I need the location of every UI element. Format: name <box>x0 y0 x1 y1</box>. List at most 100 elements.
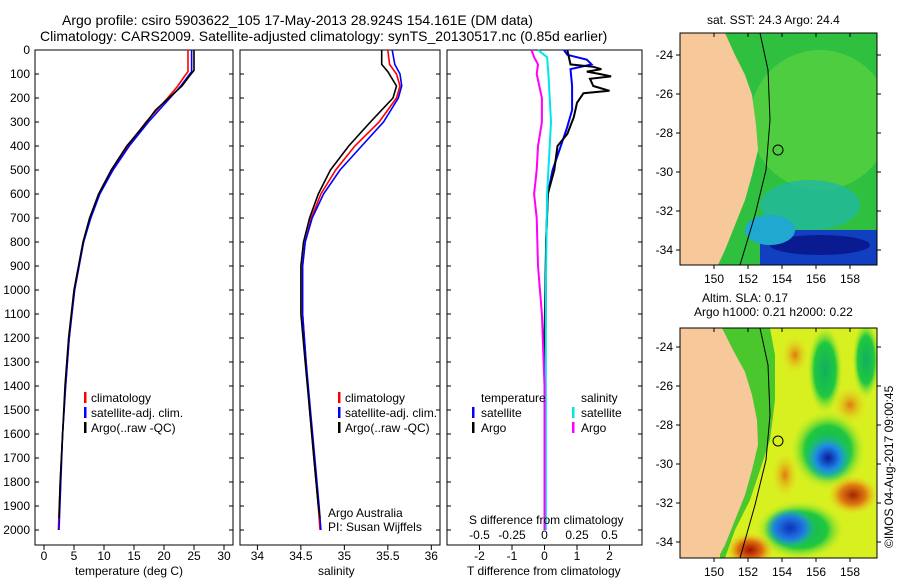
depth-tick-label: 1400 <box>3 379 30 393</box>
depth-tick-label: 1600 <box>3 427 30 441</box>
legend-heading-salinity: salinity <box>581 391 618 405</box>
legend-swatch-t-argo <box>472 422 475 433</box>
temperature-xlabel: temperature (deg C) <box>75 564 183 578</box>
figure-title-line2: Climatology: CARS2009. Satellite-adjuste… <box>40 28 608 44</box>
argo-position-marker <box>772 144 784 156</box>
map-lat-label: -28 <box>656 126 674 140</box>
map-lat-label: -26 <box>656 87 674 101</box>
difference-legend: temperature salinity satellite Argo sate… <box>472 391 622 435</box>
x-tick-label: 5 <box>71 549 78 563</box>
map-lon-label: 150 <box>704 565 724 579</box>
depth-tick-label: 1100 <box>4 307 30 321</box>
x2-tick-label: 0.25 <box>565 528 589 542</box>
x-tick-label: 34.5 <box>289 549 313 563</box>
legend-heading-temperature: temperature <box>481 391 546 405</box>
map-lon-label: 158 <box>840 272 860 286</box>
legend-swatch-satellite <box>84 407 87 418</box>
legend-label: Argo(..raw -QC) <box>345 421 430 435</box>
map-lon-label: 152 <box>738 565 758 579</box>
x-tick-label: 36 <box>425 549 439 563</box>
sla-map <box>680 328 877 558</box>
map-lat-label: -30 <box>656 457 674 471</box>
map-lat-label: -32 <box>656 496 674 510</box>
map-lat-label: -32 <box>656 204 674 218</box>
map-lon-label: 154 <box>772 272 792 286</box>
map-lon-label: 158 <box>840 565 860 579</box>
map-lat-label: -28 <box>656 418 674 432</box>
legend-swatch-s-argo <box>572 422 575 433</box>
profile-line-satellite-adj-clim <box>301 49 403 531</box>
legend-label: satellite <box>581 406 622 420</box>
annotation-line2: PI: Susan Wijffels <box>328 520 422 534</box>
profile-line-argo-raw-qc <box>58 50 195 519</box>
isobath <box>739 328 771 558</box>
x-tick-label: -2 <box>474 549 485 563</box>
depth-tick-label: 0 <box>23 43 30 57</box>
depth-tick-label: 500 <box>10 163 30 177</box>
x-tick-label: 0 <box>541 549 548 563</box>
difference-x2label: S difference from climatology <box>469 513 624 527</box>
difference-xlabel: T difference from climatology <box>467 564 621 578</box>
legend-swatch-s-satellite <box>572 407 575 418</box>
legend-label: satellite-adj. clim. <box>345 406 437 420</box>
map-lon-label: 156 <box>806 272 826 286</box>
temperature-legend: climatology satellite-adj. clim. Argo(..… <box>84 391 183 435</box>
map-lat-label: -26 <box>656 379 674 393</box>
profile-line-climatology <box>301 49 401 531</box>
depth-tick-label: 1000 <box>3 283 30 297</box>
profile-line-t-argo <box>543 49 612 531</box>
map-lat-label: -24 <box>656 48 674 62</box>
x-tick-label: 30 <box>217 549 231 563</box>
depth-tick-label: 600 <box>10 187 30 201</box>
sst-map-title: sat. SST: 24.3 Argo: 24.4 <box>707 13 840 27</box>
legend-label: satellite <box>481 406 522 420</box>
isobath <box>739 33 771 265</box>
annotation-line1: Argo Australia <box>328 506 403 520</box>
depth-tick-label: 900 <box>10 259 30 273</box>
figure-title-line1: Argo profile: csiro 5903622_105 17-May-2… <box>62 12 533 28</box>
legend-label: Argo <box>481 421 507 435</box>
legend-swatch-satellite <box>338 407 341 418</box>
legend-swatch-climatology <box>338 392 341 403</box>
sla-map-title: Altim. SLA: 0.17 <box>702 291 788 305</box>
salinity-legend: climatology satellite-adj. clim. Argo(..… <box>328 391 437 534</box>
x-tick-label: 34 <box>251 549 265 563</box>
credit-timestamp: ©IMOS 04-Aug-2017 09:00:45 <box>882 385 896 548</box>
depth-tick-label: 1700 <box>3 451 30 465</box>
legend-label: Argo <box>581 421 607 435</box>
land <box>680 33 758 265</box>
x-tick-label: -1 <box>507 549 518 563</box>
map-lon-label: 156 <box>806 565 826 579</box>
profile-line-s-satellite <box>537 49 553 530</box>
depth-tick-label: 200 <box>10 91 30 105</box>
legend-label: satellite-adj. clim. <box>91 406 183 420</box>
legend-swatch-t-satellite <box>472 407 475 418</box>
map-lon-label: 154 <box>772 565 792 579</box>
profile-line-t-satellite <box>544 49 594 531</box>
legend-label: climatology <box>345 391 405 405</box>
legend-swatch-climatology <box>84 392 87 403</box>
depth-tick-label: 1300 <box>3 355 30 369</box>
x2-tick-label: -0.5 <box>469 528 490 542</box>
map-lon-label: 150 <box>704 272 724 286</box>
sla-map-subtitle: Argo h1000: 0.21 h2000: 0.22 <box>694 305 853 319</box>
map-lon-label: 152 <box>738 272 758 286</box>
legend-swatch-argo <box>338 422 341 433</box>
depth-tick-label: 300 <box>10 115 30 129</box>
x2-tick-label: 0.5 <box>601 528 618 542</box>
argo-position-marker <box>772 435 784 447</box>
salinity-xlabel: salinity <box>318 564 355 578</box>
temperature-panel-frame <box>34 49 234 546</box>
map-lat-label: -24 <box>656 340 674 354</box>
depth-tick-label: 100 <box>10 67 30 81</box>
map-lat-label: -34 <box>656 243 674 257</box>
legend-label: Argo(..raw -QC) <box>91 421 176 435</box>
sst-map <box>680 33 877 265</box>
x-tick-label: 10 <box>97 549 111 563</box>
depth-tick-label: 800 <box>10 235 30 249</box>
depth-tick-label: 400 <box>10 139 30 153</box>
sla-map-frame <box>679 327 878 559</box>
x-tick-label: 35 <box>338 549 352 563</box>
